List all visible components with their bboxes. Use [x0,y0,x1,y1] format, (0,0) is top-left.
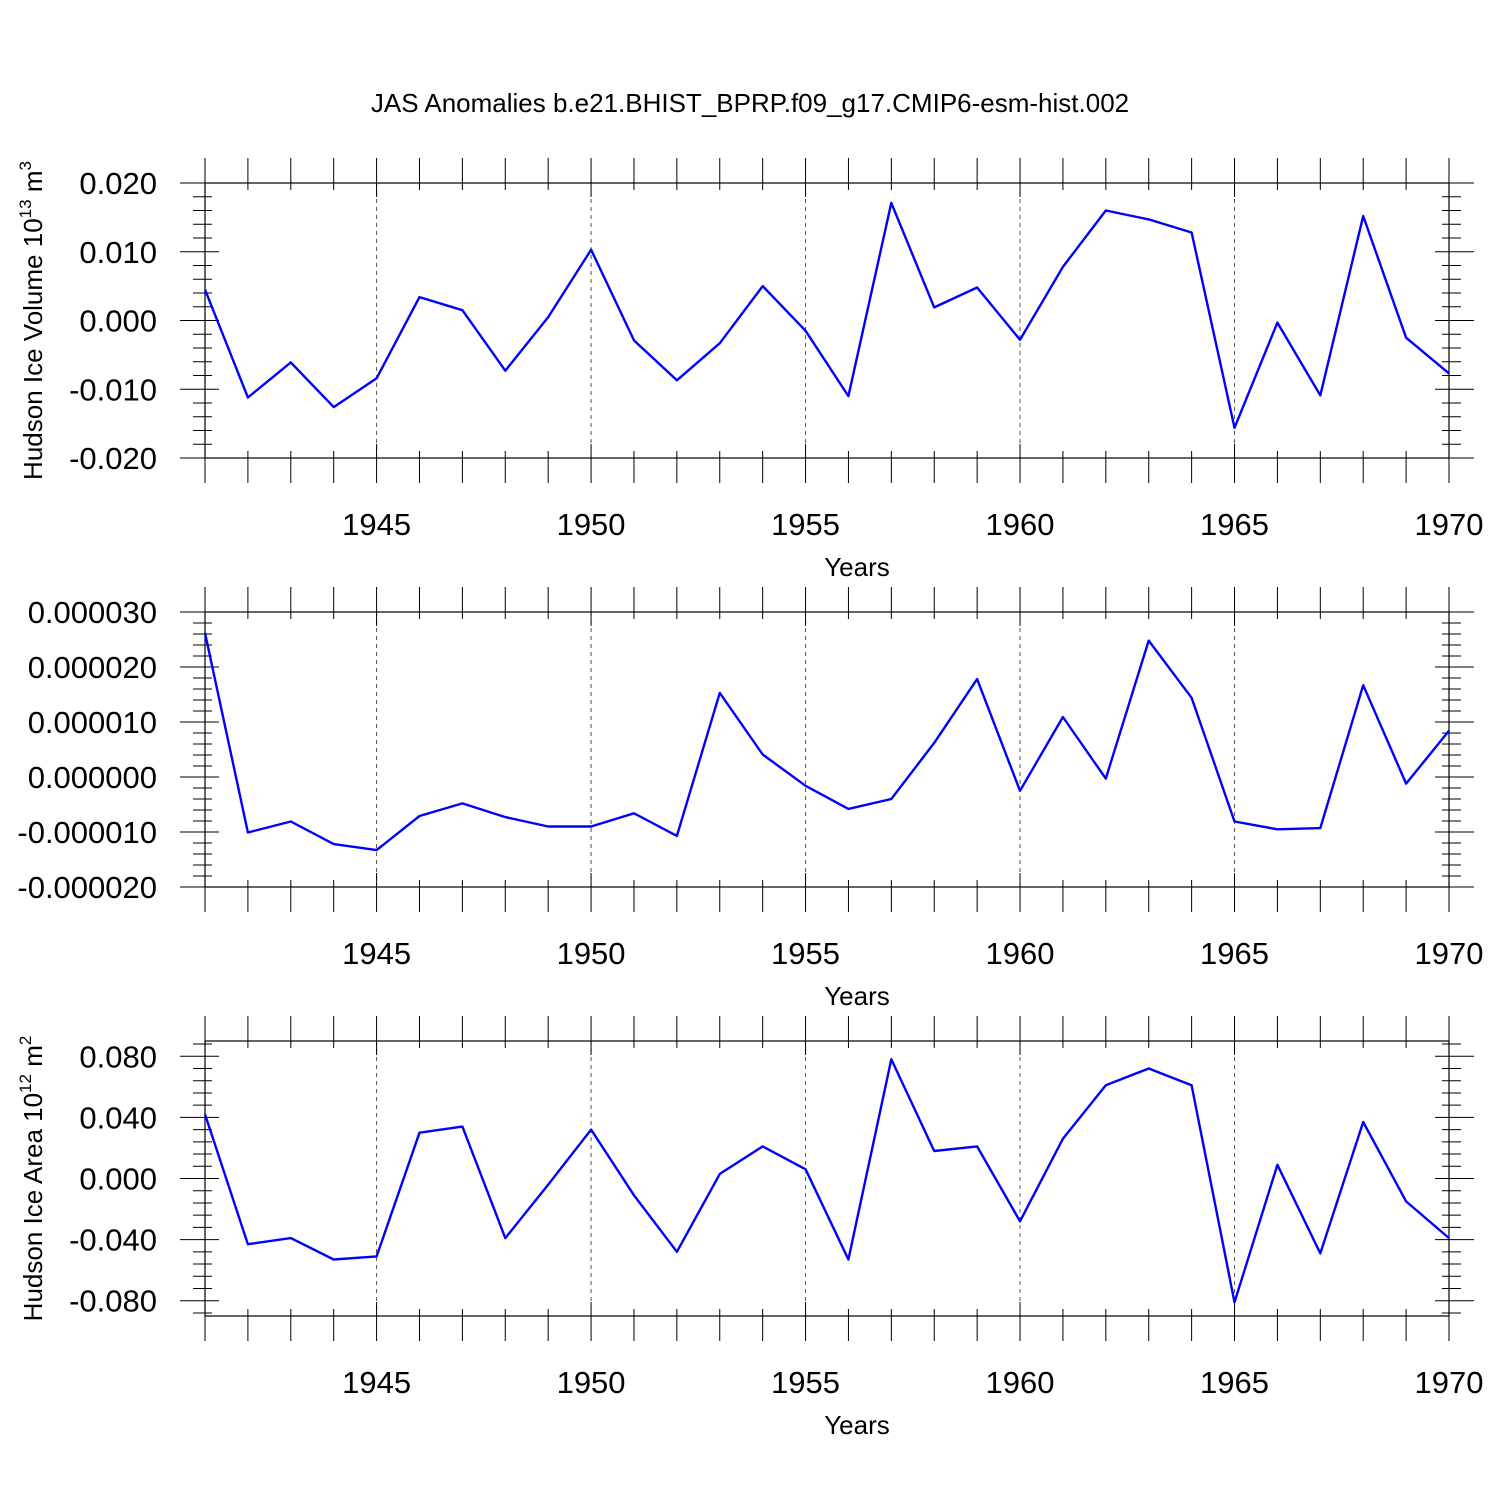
x-tick-label: 1965 [1200,1365,1269,1400]
y-tick-label: -0.000010 [17,815,157,850]
x-tick-label: 1965 [1200,936,1269,971]
x-axis-label: Years [824,981,890,1011]
y-tick-label: 0.010 [79,235,157,270]
x-tick-label: 1955 [771,1365,840,1400]
y-tick-label: 0.000010 [28,705,157,740]
x-tick-label: 1970 [1415,1365,1484,1400]
x-tick-label: 1955 [771,936,840,971]
y-tick-label: 0.020 [79,166,157,201]
x-tick-label: 1950 [557,1365,626,1400]
x-tick-label: 1955 [771,507,840,542]
y-axis-label-unit: m [18,1045,48,1074]
y-axis-label-exponent: 13 [16,199,35,218]
x-tick-label: 1960 [986,1365,1055,1400]
y-tick-label: 0.000030 [28,595,157,630]
y-tick-label: 0.000000 [28,760,157,795]
x-tick-label: 1960 [986,936,1055,971]
series-line-area [203,1058,1450,1304]
x-tick-label: 1945 [342,1365,411,1400]
y-tick-label: 0.000020 [28,650,157,685]
y-axis-label-text: Hudson Ice Volume 10 [18,218,48,480]
panel-middle-series: -0.000020 -0.000010 0.000000 0.000010 0.0000… [17,587,1483,1011]
y-tick-label: -0.080 [69,1284,157,1319]
x-tick-label: 1970 [1415,507,1484,542]
x-tick-label: 1970 [1415,936,1484,971]
x-axis-label: Years [824,552,890,582]
y-tick-label: 0.040 [79,1100,157,1135]
plot-frame [204,1040,1450,1317]
y-tick-label: -0.010 [69,372,157,407]
x-axis-label: Years [824,1410,890,1440]
x-tick-label: 1945 [342,936,411,971]
x-tick-label: 1950 [557,507,626,542]
plot-frame [204,611,1450,888]
chart-title: JAS Anomalies b.e21.BHIST_BPRP.f09_g17.C… [371,88,1129,118]
y-axis-label-text: Hudson Ice Area 10 [18,1093,48,1321]
plot-frame [204,182,1450,459]
y-axis-label: Hudson Ice Volume 1013 m3 [16,161,48,480]
x-tick-label: 1945 [342,507,411,542]
y-axis-label-unit-exponent: 3 [16,161,35,170]
y-tick-label: -0.040 [69,1223,157,1258]
x-tick-label: 1960 [986,507,1055,542]
y-tick-label: 0.080 [79,1039,157,1074]
x-tick-label: 1965 [1200,507,1269,542]
series-line-series2 [203,632,1450,852]
y-tick-label: -0.020 [69,441,157,476]
panel-ice-volume: -0.020 -0.010 0.000 0.010 0.020 1945 1950 1955 1… [16,158,1483,582]
panel-ice-area: -0.080 -0.040 0.000 0.040 0.080 1945 1950 1955 1… [16,1016,1483,1440]
series-line-volume [203,201,1450,429]
y-axis-label-exponent: 12 [16,1074,35,1093]
y-axis-label-unit: m [18,171,48,200]
y-tick-label: -0.000020 [17,870,157,905]
y-axis-label: Hudson Ice Area 1012 m2 [16,1036,48,1322]
y-tick-label: 0.000 [79,1162,157,1197]
y-tick-label: 0.000 [79,304,157,339]
x-tick-label: 1950 [557,936,626,971]
y-axis-label-unit-exponent: 2 [16,1036,35,1045]
